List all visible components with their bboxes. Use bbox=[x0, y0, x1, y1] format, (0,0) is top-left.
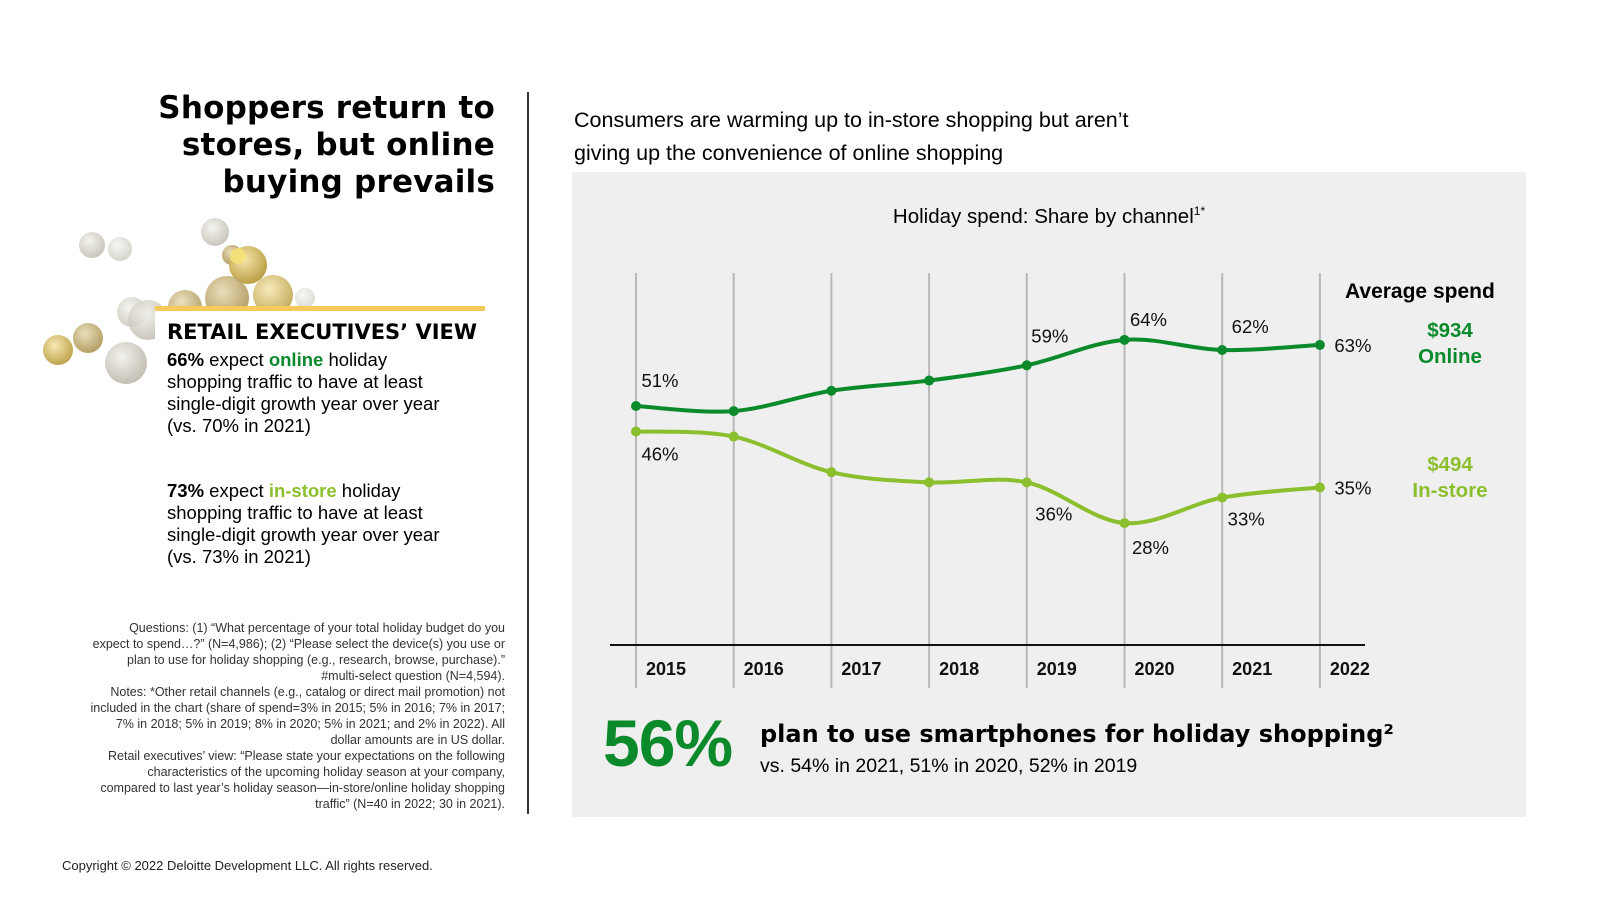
instore-data-label-2020: 28% bbox=[1132, 537, 1169, 558]
gold-accent-line bbox=[155, 306, 485, 311]
online-stat-percent: 66% bbox=[167, 349, 205, 370]
instore-stat-line-4: (vs. 73% in 2021) bbox=[167, 546, 311, 567]
instore-stat-line-3: single-digit growth year over year bbox=[167, 524, 440, 545]
instore-average-spend: $494 In-store bbox=[1390, 452, 1510, 504]
instore-point-2020 bbox=[1119, 518, 1130, 529]
footnote-line: 7% in 2018; 5% in 2019; 8% in 2020; 5% i… bbox=[115, 717, 505, 731]
instore-point-2016 bbox=[728, 431, 739, 442]
online-stat-line-2: shopping traffic to have at least bbox=[167, 371, 423, 392]
decorative-bokeh-image bbox=[43, 218, 315, 384]
chart-title-text: Holiday spend: Share by channel bbox=[892, 204, 1194, 228]
online-point-2021 bbox=[1217, 345, 1228, 356]
online-stat-line-3: single-digit growth year over year bbox=[167, 393, 440, 414]
footnote-line: characteristics of the upcoming holiday … bbox=[147, 765, 505, 779]
x-tick-label-2017: 2017 bbox=[841, 659, 881, 679]
online-point-2015 bbox=[631, 401, 641, 412]
footnote-line: #multi-select question (N=4,594). bbox=[321, 669, 505, 683]
online-average-spend: $934 Online bbox=[1390, 318, 1510, 370]
x-tick-label-2020: 2020 bbox=[1134, 659, 1174, 679]
footnote-line: traffic” (N=40 in 2022; 30 in 2021). bbox=[315, 797, 505, 811]
instore-stat-line-2: shopping traffic to have at least bbox=[167, 502, 423, 523]
headline-line-2: stores, but online bbox=[181, 127, 495, 163]
online-spend-value: $934 bbox=[1427, 319, 1473, 342]
online-point-2020 bbox=[1119, 334, 1130, 345]
x-tick-label-2015: 2015 bbox=[646, 659, 686, 679]
footnote-line: dollar amounts are in US dollar. bbox=[330, 733, 505, 747]
instore-data-label-2022: 35% bbox=[1334, 477, 1371, 498]
headline: Shoppers return to stores, but online bu… bbox=[120, 90, 495, 201]
smartphone-callout-sub: vs. 54% in 2021, 51% in 2020, 52% in 201… bbox=[760, 755, 1138, 777]
online-data-label-2015: 51% bbox=[641, 370, 678, 391]
footnote-line: plan to use for holiday shopping (e.g., … bbox=[127, 653, 505, 667]
subtitle-line-2: giving up the convenience of online shop… bbox=[574, 141, 1004, 165]
instore-point-2018 bbox=[924, 477, 935, 488]
online-data-label-2022: 63% bbox=[1334, 335, 1371, 356]
online-series-line bbox=[635, 337, 1321, 414]
average-spend-heading: Average spend bbox=[1345, 280, 1495, 303]
footnote-line: compared to last year’s holiday season—i… bbox=[100, 781, 505, 795]
footnote-line: Retail executives’ view: “Please state y… bbox=[108, 749, 505, 763]
column-divider bbox=[527, 92, 529, 814]
instore-point-2017 bbox=[826, 467, 837, 478]
headline-line-3: buying prevails bbox=[222, 164, 495, 200]
instore-stat-pre: expect bbox=[204, 480, 269, 501]
x-tick-label-2022: 2022 bbox=[1330, 659, 1370, 679]
x-tick-label-2021: 2021 bbox=[1232, 659, 1272, 679]
instore-point-2019 bbox=[1021, 477, 1032, 488]
online-point-2016 bbox=[728, 406, 739, 417]
retail-view-panel bbox=[155, 311, 485, 441]
x-tick-label-2018: 2018 bbox=[939, 659, 979, 679]
x-tick-label-2016: 2016 bbox=[744, 659, 784, 679]
online-point-2019 bbox=[1021, 360, 1032, 371]
instore-stat-line-1: 73% expect in-store holiday bbox=[167, 480, 467, 502]
copyright: Copyright © 2022 Deloitte Development LL… bbox=[62, 858, 433, 873]
chart-subtitle: Consumers are warming up to in-store sho… bbox=[574, 104, 1214, 170]
chart-title-superscript: 1* bbox=[1193, 204, 1206, 218]
online-stat-post: holiday bbox=[323, 349, 388, 370]
instore-series-line bbox=[635, 429, 1321, 526]
instore-expectation-stat: 73% expect in-store holiday shopping tra… bbox=[167, 480, 467, 568]
footnote-line: Questions: (1) “What percentage of your … bbox=[129, 621, 505, 635]
instore-stat-percent: 73% bbox=[167, 480, 205, 501]
instore-keyword: in-store bbox=[268, 480, 337, 501]
footnote-line: included in the chart (share of spend=3%… bbox=[90, 701, 505, 715]
online-stat-pre: expect bbox=[204, 349, 269, 370]
footnote-line: expect to spend…?” (N=4,986); (2) “Pleas… bbox=[92, 637, 505, 651]
instore-point-2015 bbox=[631, 426, 641, 437]
instore-point-2022 bbox=[1314, 482, 1325, 493]
smartphone-big-number: 56% bbox=[603, 706, 733, 780]
online-point-2018 bbox=[924, 375, 935, 386]
footnotes: Questions: (1) “What percentage of your … bbox=[40, 620, 505, 812]
online-spend-label: Online bbox=[1418, 345, 1482, 368]
instore-spend-value: $494 bbox=[1427, 453, 1473, 476]
subtitle-line-1: Consumers are warming up to in-store sho… bbox=[574, 108, 1129, 132]
online-expectation-stat: 66% expect online holiday shopping traff… bbox=[167, 349, 467, 437]
online-data-label-2019: 59% bbox=[1031, 325, 1068, 346]
online-stat-line-4: (vs. 70% in 2021) bbox=[167, 415, 311, 436]
chart-title: Holiday spend: Share by channel1* bbox=[572, 204, 1526, 229]
instore-data-label-2019: 36% bbox=[1035, 503, 1072, 524]
online-data-label-2021: 62% bbox=[1232, 316, 1269, 337]
online-point-2022 bbox=[1314, 339, 1325, 350]
footnote-line: Notes: *Other retail channels (e.g., cat… bbox=[110, 685, 505, 699]
instore-data-label-2021: 33% bbox=[1228, 509, 1265, 530]
headline-line-1: Shoppers return to bbox=[158, 90, 495, 126]
chart-panel bbox=[572, 172, 1526, 817]
instore-point-2021 bbox=[1217, 492, 1228, 503]
x-tick-label-2019: 2019 bbox=[1037, 659, 1077, 679]
instore-data-label-2015: 46% bbox=[641, 443, 678, 464]
retail-view-title: RETAIL EXECUTIVES’ VIEW bbox=[167, 320, 478, 344]
online-data-label-2020: 64% bbox=[1130, 309, 1167, 330]
online-point-2017 bbox=[826, 385, 837, 396]
instore-stat-post: holiday bbox=[336, 480, 401, 501]
online-stat-line-1: 66% expect online holiday bbox=[167, 349, 467, 371]
online-keyword: online bbox=[268, 349, 324, 370]
instore-spend-label: In-store bbox=[1412, 479, 1488, 502]
smartphone-callout-text: plan to use smartphones for holiday shop… bbox=[760, 720, 1394, 748]
